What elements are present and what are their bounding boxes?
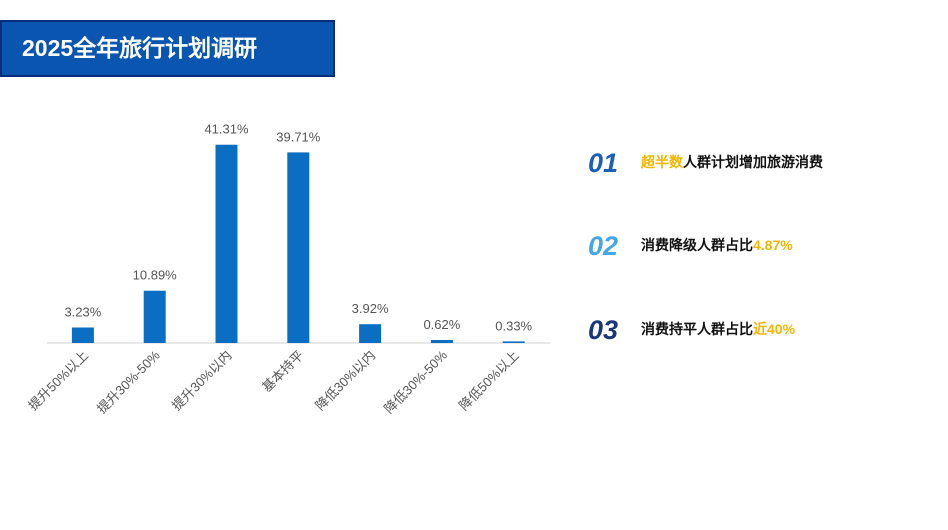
bar: [287, 152, 310, 343]
point-text: 消费持平人群占比近40%: [641, 321, 796, 337]
point-text: 超半数人群计划增加旅游消费: [640, 154, 823, 170]
x-tick-label: 降低30%-50%: [381, 347, 450, 416]
point-segment: 消费降级人群占比: [641, 237, 753, 253]
bar: [359, 324, 382, 343]
x-tick-label: 提升30%以内: [169, 348, 235, 414]
point-number: 01: [588, 148, 618, 178]
x-tick-label: 基本持平: [259, 348, 306, 395]
x-tick-label: 降低30%以内: [312, 348, 378, 414]
x-tick-label: 提升50%以上: [25, 348, 91, 414]
value-label: 41.31%: [204, 122, 249, 137]
x-tick-label: 降低50%以上: [456, 348, 522, 414]
bar: [71, 327, 94, 343]
header-bar: 2025全年旅行计划调研: [0, 20, 335, 77]
point-number: 02: [588, 231, 618, 261]
value-label: 3.92%: [352, 301, 389, 316]
value-label: 0.62%: [423, 317, 460, 332]
point-segment: 消费持平人群占比: [641, 321, 753, 337]
bar: [215, 144, 238, 343]
bar: [502, 341, 525, 343]
bar: [143, 290, 166, 343]
point-number: 03: [588, 315, 618, 345]
value-label: 39.71%: [276, 129, 321, 144]
point-text: 消费降级人群占比4.87%: [641, 237, 793, 253]
value-label: 3.23%: [64, 304, 101, 319]
point-segment: 近40%: [753, 321, 796, 337]
point-segment: 4.87%: [753, 237, 793, 253]
point-segment: 超半数: [640, 154, 684, 170]
value-label: 0.33%: [495, 318, 532, 333]
bar: [430, 340, 453, 343]
value-label: 10.89%: [133, 268, 178, 283]
point-segment: 人群计划增加旅游消费: [683, 154, 823, 170]
x-tick-label: 提升30%-50%: [94, 347, 163, 416]
slide-title: 2025全年旅行计划调研: [22, 35, 258, 61]
